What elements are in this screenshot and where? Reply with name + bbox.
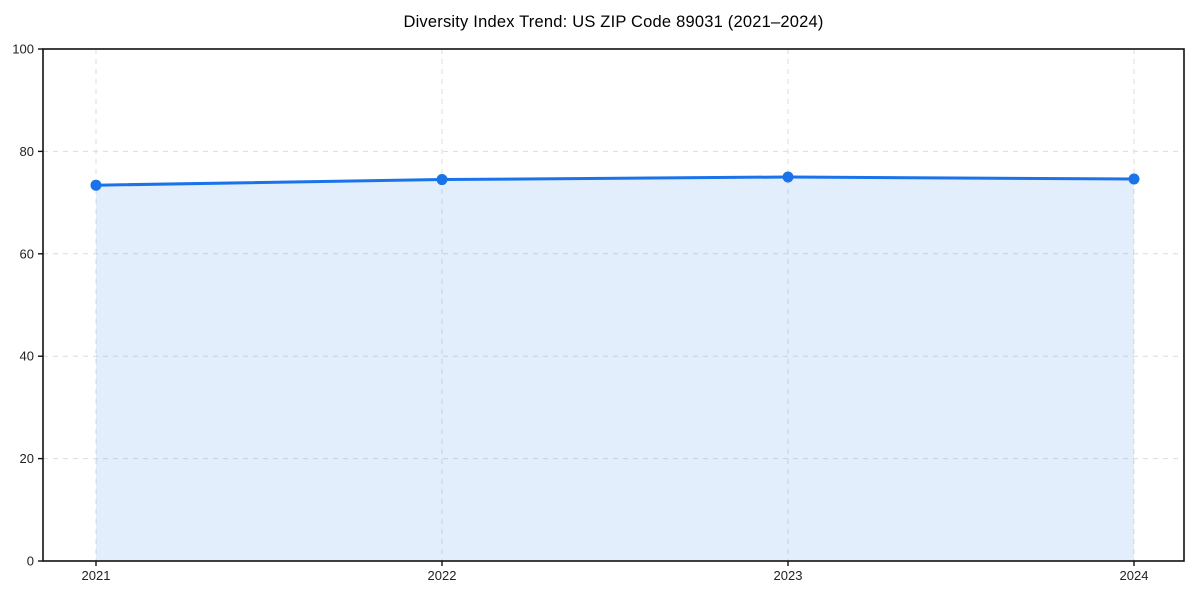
trend-line (94, 175, 1136, 187)
y-tick-label-20: 20 (20, 451, 34, 466)
y-tick-label-100: 100 (12, 42, 34, 57)
plot-frame (42, 48, 1185, 562)
area-fill (96, 177, 1134, 561)
x-tick-label-2024: 2024 (1120, 568, 1149, 583)
x-tick-label-2021: 2021 (82, 568, 111, 583)
data-point-2022 (436, 174, 448, 186)
data-point-2021 (90, 179, 102, 191)
x-tick-label-2022: 2022 (428, 568, 457, 583)
chart-title: Diversity Index Trend: US ZIP Code 89031… (403, 13, 824, 31)
y-tick-label-80: 80 (20, 144, 34, 159)
y-tick-label-60: 60 (20, 246, 34, 261)
x-tick-label-2023: 2023 (774, 568, 803, 583)
data-point-2024 (1128, 173, 1140, 185)
y-tick-label-0: 0 (27, 554, 34, 569)
data-point-2023 (782, 171, 794, 183)
y-tick-label-40: 40 (20, 349, 34, 364)
